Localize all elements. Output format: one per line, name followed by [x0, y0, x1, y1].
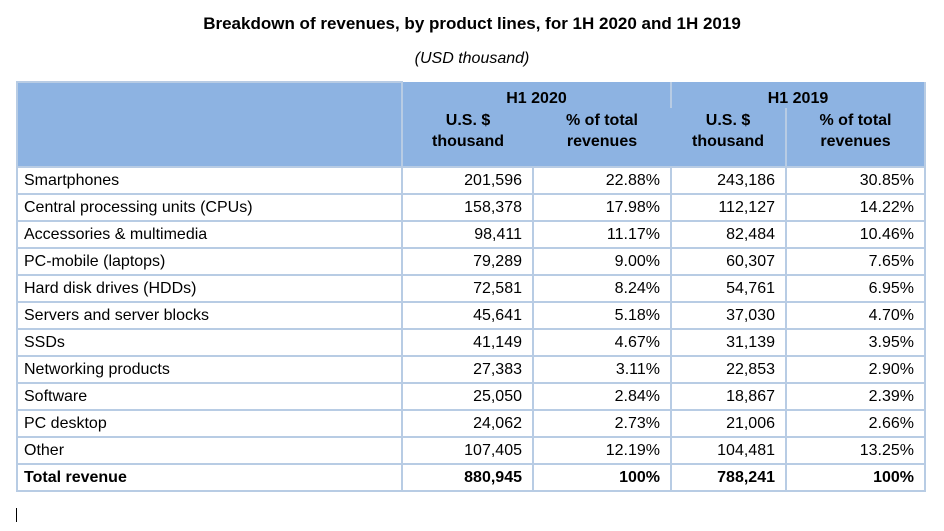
row-label: Central processing units (CPUs) [16, 193, 403, 222]
row-pct-2020: 11.17% [532, 220, 672, 249]
row-value-2020: 25,050 [401, 382, 534, 411]
row-pct-2020: 9.00% [532, 247, 672, 276]
row-value-2019: 112,127 [670, 193, 787, 222]
table-row: Accessories & multimedia 98,411 11.17% 8… [16, 220, 926, 249]
row-pct-2019: 10.46% [785, 220, 926, 249]
row-pct-2019: 2.39% [785, 382, 926, 411]
row-pct-2020: 2.84% [532, 382, 672, 411]
row-label: PC desktop [16, 409, 403, 438]
row-value-2019: 54,761 [670, 274, 787, 303]
total-pct-2020: 100% [532, 463, 672, 492]
row-value-2019: 21,006 [670, 409, 787, 438]
header-2020-pct-line1: % of total [566, 112, 638, 129]
page-margin-mark [16, 508, 17, 522]
revenue-table: H1 2020 H1 2019 U.S. $ thousand % of tot… [16, 81, 926, 492]
header-2020-value: U.S. $ thousand [402, 108, 533, 167]
table-row: Central processing units (CPUs) 158,378 … [16, 193, 926, 222]
table-row: Smartphones 201,596 22.88% 243,186 30.85… [16, 166, 926, 195]
header-2019-value-line1: U.S. $ [705, 112, 751, 129]
row-pct-2020: 22.88% [532, 166, 672, 195]
table-body: Smartphones 201,596 22.88% 243,186 30.85… [16, 166, 926, 492]
header-2020-pct-line2: revenues [566, 133, 638, 150]
header-group-2019: H1 2019 [670, 82, 926, 108]
table-row: Networking products 27,383 3.11% 22,853 … [16, 355, 926, 384]
table-row: Software 25,050 2.84% 18,867 2.39% [16, 382, 926, 411]
row-value-2020: 201,596 [401, 166, 534, 195]
header-group-2020: H1 2020 [402, 82, 671, 108]
row-label: Other [16, 436, 403, 465]
row-pct-2020: 5.18% [532, 301, 672, 330]
row-pct-2020: 4.67% [532, 328, 672, 357]
header-2020-value-line1: U.S. $ [445, 112, 491, 129]
row-value-2020: 72,581 [401, 274, 534, 303]
row-value-2020: 98,411 [401, 220, 534, 249]
table-row: SSDs 41,149 4.67% 31,139 3.95% [16, 328, 926, 357]
total-value-2020: 880,945 [401, 463, 534, 492]
row-value-2019: 104,481 [670, 436, 787, 465]
row-pct-2019: 7.65% [785, 247, 926, 276]
table-row: PC-mobile (laptops) 79,289 9.00% 60,307 … [16, 247, 926, 276]
row-value-2019: 82,484 [670, 220, 787, 249]
row-value-2019: 18,867 [670, 382, 787, 411]
row-value-2019: 37,030 [670, 301, 787, 330]
row-value-2020: 79,289 [401, 247, 534, 276]
row-value-2020: 24,062 [401, 409, 534, 438]
row-label: Accessories & multimedia [16, 220, 403, 249]
header-2019-pct-line2: revenues [820, 133, 891, 150]
table-header: H1 2020 H1 2019 U.S. $ thousand % of tot… [16, 81, 926, 167]
row-value-2020: 41,149 [401, 328, 534, 357]
row-pct-2019: 2.90% [785, 355, 926, 384]
total-value-2019: 788,241 [670, 463, 787, 492]
header-2020-pct: % of total revenues [533, 108, 671, 167]
row-pct-2020: 3.11% [532, 355, 672, 384]
row-value-2020: 107,405 [401, 436, 534, 465]
row-value-2020: 45,641 [401, 301, 534, 330]
document-subtitle: (USD thousand) [414, 50, 530, 67]
header-group-row: H1 2020 H1 2019 [16, 81, 926, 167]
table-row: Hard disk drives (HDDs) 72,581 8.24% 54,… [16, 274, 926, 303]
document-title: Breakdown of revenues, by product lines,… [203, 14, 741, 33]
row-pct-2020: 12.19% [532, 436, 672, 465]
table-row: PC desktop 24,062 2.73% 21,006 2.66% [16, 409, 926, 438]
header-blank-cell [16, 81, 403, 167]
row-label: Hard disk drives (HDDs) [16, 274, 403, 303]
header-2019-pct: % of total revenues [785, 108, 926, 167]
row-label: Servers and server blocks [16, 301, 403, 330]
row-pct-2019: 6.95% [785, 274, 926, 303]
total-row: Total revenue 880,945 100% 788,241 100% [16, 463, 926, 492]
row-label: Software [16, 382, 403, 411]
header-2019-pct-line1: % of total [819, 112, 892, 129]
total-pct-2019: 100% [785, 463, 926, 492]
row-value-2020: 158,378 [401, 193, 534, 222]
total-label: Total revenue [16, 463, 403, 492]
row-pct-2019: 3.95% [785, 328, 926, 357]
row-value-2019: 243,186 [670, 166, 787, 195]
row-label: Networking products [16, 355, 403, 384]
row-pct-2019: 30.85% [785, 166, 926, 195]
row-pct-2019: 2.66% [785, 409, 926, 438]
row-value-2019: 60,307 [670, 247, 787, 276]
row-pct-2020: 8.24% [532, 274, 672, 303]
row-label: Smartphones [16, 166, 403, 195]
row-pct-2020: 2.73% [532, 409, 672, 438]
table-row: Other 107,405 12.19% 104,481 13.25% [16, 436, 926, 465]
row-pct-2020: 17.98% [532, 193, 672, 222]
row-label: PC-mobile (laptops) [16, 247, 403, 276]
row-value-2019: 31,139 [670, 328, 787, 357]
header-2019-value: U.S. $ thousand [671, 108, 786, 167]
header-sub-row: U.S. $ thousand % of total revenues U.S.… [17, 108, 926, 167]
header-2020-value-line2: thousand [432, 133, 504, 150]
row-label: SSDs [16, 328, 403, 357]
table-row: Servers and server blocks 45,641 5.18% 3… [16, 301, 926, 330]
header-2019-value-line2: thousand [692, 133, 764, 150]
row-pct-2019: 13.25% [785, 436, 926, 465]
row-pct-2019: 4.70% [785, 301, 926, 330]
row-pct-2019: 14.22% [785, 193, 926, 222]
row-value-2019: 22,853 [670, 355, 787, 384]
row-value-2020: 27,383 [401, 355, 534, 384]
